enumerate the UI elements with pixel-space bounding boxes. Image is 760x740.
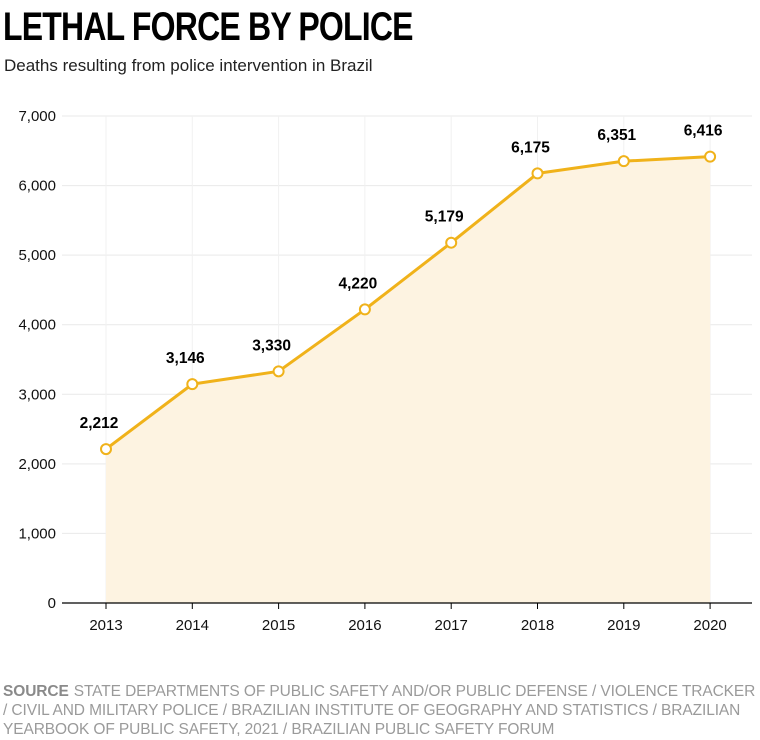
source-text: STATE DEPARTMENTS OF PUBLIC SAFETY AND/O… <box>3 683 756 738</box>
data-point <box>100 443 112 456</box>
data-point <box>531 167 544 180</box>
series-line <box>105 155 711 451</box>
x-tick-label: 2020 <box>693 617 726 634</box>
data-point <box>186 378 199 391</box>
data-label: 3,330 <box>252 337 291 354</box>
data-point <box>358 303 371 316</box>
area-shape <box>106 156 711 604</box>
x-tick-label: 2019 <box>607 617 640 634</box>
data-label: 6,351 <box>597 127 636 144</box>
x-tick-label: 2014 <box>176 617 209 634</box>
line-chart: 0 1,000 2,000 3,000 4,000 5,000 6,000 7,000 2013… <box>18 108 752 634</box>
data-label: 6,416 <box>684 123 723 140</box>
data-point <box>445 236 458 249</box>
data-point <box>272 365 285 378</box>
axes: 0 1,000 2,000 3,000 4,000 5,000 6,000 7,000 2013… <box>18 108 752 634</box>
y-tick-label: 1,000 <box>18 525 56 542</box>
chart-title: LETHAL FORCE BY POLICE <box>3 5 414 49</box>
x-tick-label: 2015 <box>262 617 295 634</box>
data-point <box>617 155 630 168</box>
data-label: 3,146 <box>166 350 205 367</box>
data-points <box>100 150 717 456</box>
area-fill <box>106 156 711 604</box>
source-note: SOURCE STATE DEPARTMENTS OF PUBLIC SAFETY… <box>3 682 759 739</box>
x-tick-label: 2018 <box>521 617 554 634</box>
data-label: 4,220 <box>339 275 378 292</box>
chart-subtitle: Deaths resulting from police interventio… <box>4 56 373 75</box>
x-tick-label: 2016 <box>348 617 381 634</box>
data-label: 6,175 <box>511 139 550 156</box>
data-label: 5,179 <box>425 209 464 226</box>
y-tick-label: 2,000 <box>18 456 56 473</box>
y-tick-label: 6,000 <box>18 178 56 195</box>
x-tick-label: 2017 <box>435 617 468 634</box>
y-tick-label: 4,000 <box>18 317 56 334</box>
y-tick-label: 3,000 <box>18 386 56 403</box>
y-tick-label: 7,000 <box>18 108 56 125</box>
data-labels: 2,212 3,146 3,330 4,220 5,179 6,175 6,351 6,416 <box>80 123 723 432</box>
data-point <box>704 150 717 163</box>
x-tick-label: 2013 <box>89 617 122 634</box>
y-tick-label: 5,000 <box>18 247 56 264</box>
series-polyline <box>105 155 711 451</box>
y-tick-label: 0 <box>48 595 56 612</box>
data-label: 2,212 <box>80 415 119 432</box>
source-label: SOURCE <box>3 683 69 700</box>
